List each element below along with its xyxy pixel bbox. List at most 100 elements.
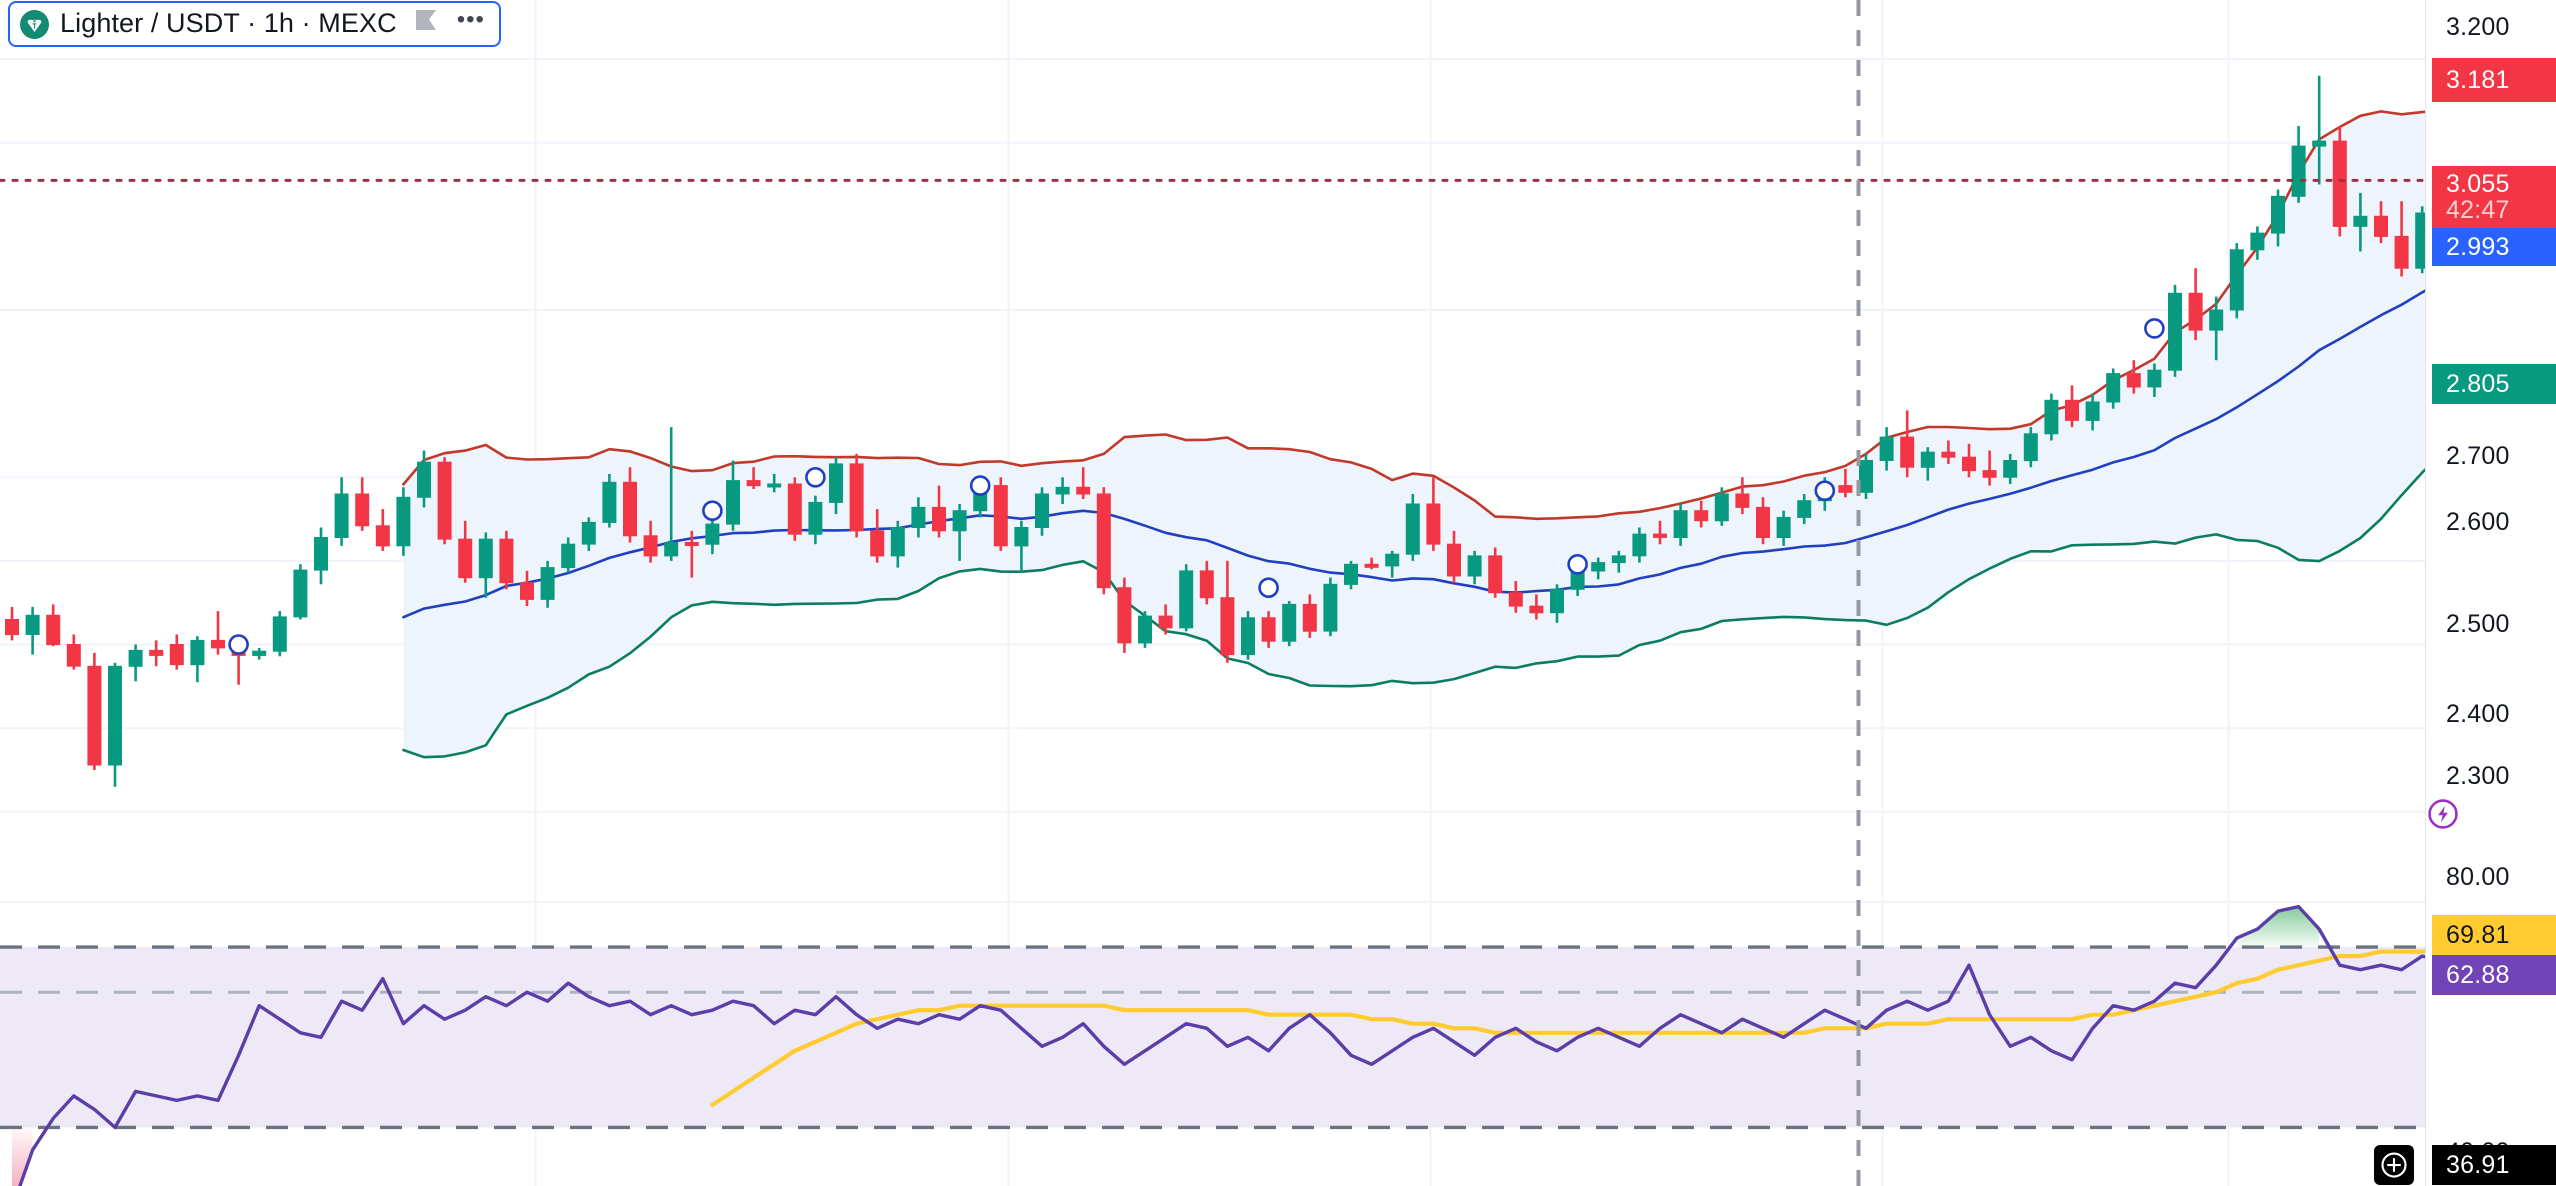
candle [1344,560,1358,590]
candle [1447,530,1461,583]
bollinger-bands [402,110,2425,759]
candle [1673,504,1688,546]
bar-countdown: 42:47 [2446,196,2510,224]
candle [1550,584,1564,623]
candle [2023,427,2038,468]
candle [66,634,81,670]
candle [1302,594,1317,638]
candle [726,460,740,531]
candle [890,520,905,568]
price-tick-2300: 2.300 [2446,762,2510,790]
candle [1982,450,1997,486]
candle [417,450,431,508]
price-tick-2500: 2.500 [2446,610,2510,638]
price-tick-2700: 2.700 [2446,442,2510,470]
candle [169,634,184,670]
candle [705,517,720,555]
candle [128,644,143,682]
candle [1261,611,1276,648]
candle [540,560,555,608]
candle [46,604,61,647]
last-price-value: 3.055 [2446,169,2510,198]
candle [2168,284,2182,377]
candle [252,647,267,660]
candle [932,485,946,538]
candle [664,427,679,561]
plus-circle-icon[interactable] [2374,1145,2414,1185]
candle [1323,577,1338,637]
candle [1199,560,1214,605]
candle [1859,453,1873,499]
symbol-legend-pill[interactable]: Lighter / USDT · 1h · MEXC ••• [8,1,501,47]
candle [2394,201,2409,277]
candle [1714,487,1729,526]
candle [5,606,19,641]
candle [1900,410,1915,478]
symbol-title: Lighter / USDT · 1h · MEXC [60,7,397,38]
candle [1735,477,1750,515]
rsi-value-badge: 62.88 [2432,955,2556,995]
candle [1076,467,1091,499]
flag-icon [415,9,437,39]
more-options-icon[interactable]: ••• [456,5,485,33]
candle [334,477,349,546]
price-tick-2600: 2.600 [2446,508,2510,536]
rsi-cursor-badge: 36.91 [2432,1145,2556,1185]
candle [1529,594,1544,620]
candle [499,530,514,590]
candle [2353,192,2368,252]
candle [2209,296,2224,361]
candle [2415,206,2425,274]
candle [520,570,534,607]
candle [870,509,885,563]
candle [2044,393,2059,441]
candle [911,497,926,538]
candle [2312,75,2327,185]
candle [2085,393,2100,431]
candle [1920,447,1935,481]
candle [1879,427,1894,471]
candle [2003,453,2018,484]
candle [1941,440,1956,464]
candle [1488,547,1503,598]
candle [1776,510,1791,546]
candle [25,606,40,655]
candle [993,477,1008,551]
candle [952,504,967,561]
candle [1096,487,1111,595]
candle [355,477,370,531]
candle [1508,581,1523,613]
candle [1632,527,1647,563]
candle [87,652,102,770]
rsi-ma-badge: 69.81 [2432,915,2556,955]
candle [1611,550,1626,573]
candle [1117,577,1132,653]
candle [643,520,658,563]
candle [1467,550,1482,585]
lightning-bolt-icon[interactable] [2422,793,2464,835]
candle [1158,604,1173,635]
entry-markers [228,318,2165,655]
candle [623,467,637,543]
candle [108,662,122,787]
candle [561,537,576,573]
candle [2229,243,2244,319]
candle [1591,557,1606,580]
candle [2271,189,2285,247]
candle [1138,611,1152,648]
candle [602,473,617,528]
candle [272,611,287,657]
candle [190,636,205,683]
candle [808,495,823,545]
gem-diamond-icon [20,9,49,39]
candle [1797,494,1812,525]
candle [1220,560,1235,663]
candle [293,564,308,620]
candle [458,520,473,583]
candle [1962,443,1976,478]
basis-ma-badge: 2.993 [2432,228,2556,266]
candle [1241,611,1255,660]
candle [2250,226,2265,260]
candle [1014,520,1029,573]
